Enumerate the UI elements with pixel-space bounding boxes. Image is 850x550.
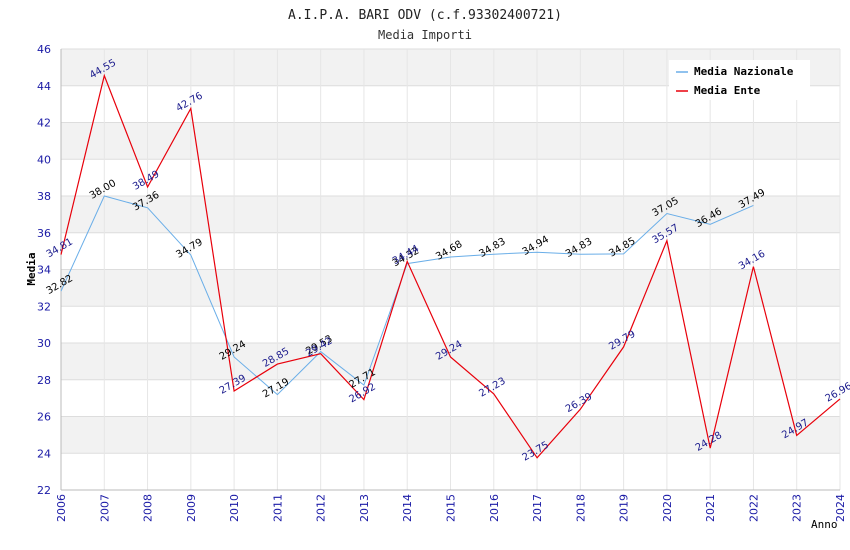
x-tick-label: 2023 <box>791 494 804 522</box>
x-tick-label: 2014 <box>401 494 414 522</box>
y-tick-label: 24 <box>37 447 51 460</box>
y-tick-label: 44 <box>37 80 51 93</box>
x-tick-label: 2018 <box>574 494 587 522</box>
x-axis: 2006 2007 2008 2009 2010 2011 2012 2013 2014 2015… <box>55 494 847 522</box>
x-tick-label: 2021 <box>704 494 717 522</box>
x-tick-label: 2024 <box>834 494 847 522</box>
x-tick-label: 2016 <box>488 494 501 522</box>
y-tick-label: 46 <box>37 43 51 56</box>
y-tick-label: 26 <box>37 411 51 424</box>
x-tick-label: 2020 <box>661 494 674 522</box>
y-axis-label: Media <box>25 252 38 285</box>
x-tick-label: 2007 <box>98 494 111 522</box>
legend-label-media-ente: Media Ente <box>694 84 761 97</box>
y-tick-label: 32 <box>37 300 51 313</box>
series-line-media-nazionale <box>60 195 754 396</box>
legend-label-media-nazionale: Media Nazionale <box>694 65 794 78</box>
x-tick-label: 2011 <box>271 494 284 522</box>
x-tick-label: 2010 <box>228 494 241 522</box>
y-tick-label: 22 <box>37 484 51 497</box>
series-line-media-ente <box>60 73 841 459</box>
x-tick-label: 2006 <box>55 494 68 522</box>
y-tick-label: 38 <box>37 190 51 203</box>
y-tick-label: 30 <box>37 337 51 350</box>
y-tick-label: 34 <box>37 264 51 277</box>
y-axis: 22 24 26 28 30 32 34 36 38 40 42 44 46 <box>37 43 51 497</box>
x-tick-label: 2012 <box>315 494 328 522</box>
chart-subtitle: Media Importi <box>378 28 472 42</box>
x-tick-label: 2015 <box>445 494 458 522</box>
y-tick-label: 42 <box>37 117 51 130</box>
y-tick-label: 36 <box>37 227 51 240</box>
x-tick-label: 2009 <box>185 494 198 522</box>
legend: Media Nazionale Media Ente <box>669 60 810 100</box>
x-tick-label: 2008 <box>142 494 155 522</box>
x-tick-label: 2017 <box>531 494 544 522</box>
x-tick-label: 2019 <box>618 494 631 522</box>
y-tick-label: 28 <box>37 374 51 387</box>
chart-title: A.I.P.A. BARI ODV (c.f.93302400721) <box>288 8 562 23</box>
plot-area <box>60 48 841 491</box>
x-tick-label: 2013 <box>358 494 371 522</box>
series-layer <box>60 73 841 459</box>
legend-box <box>669 60 810 100</box>
y-tick-label: 40 <box>37 153 51 166</box>
x-axis-label: Anno <box>811 518 838 531</box>
x-tick-label: 2022 <box>747 494 760 522</box>
